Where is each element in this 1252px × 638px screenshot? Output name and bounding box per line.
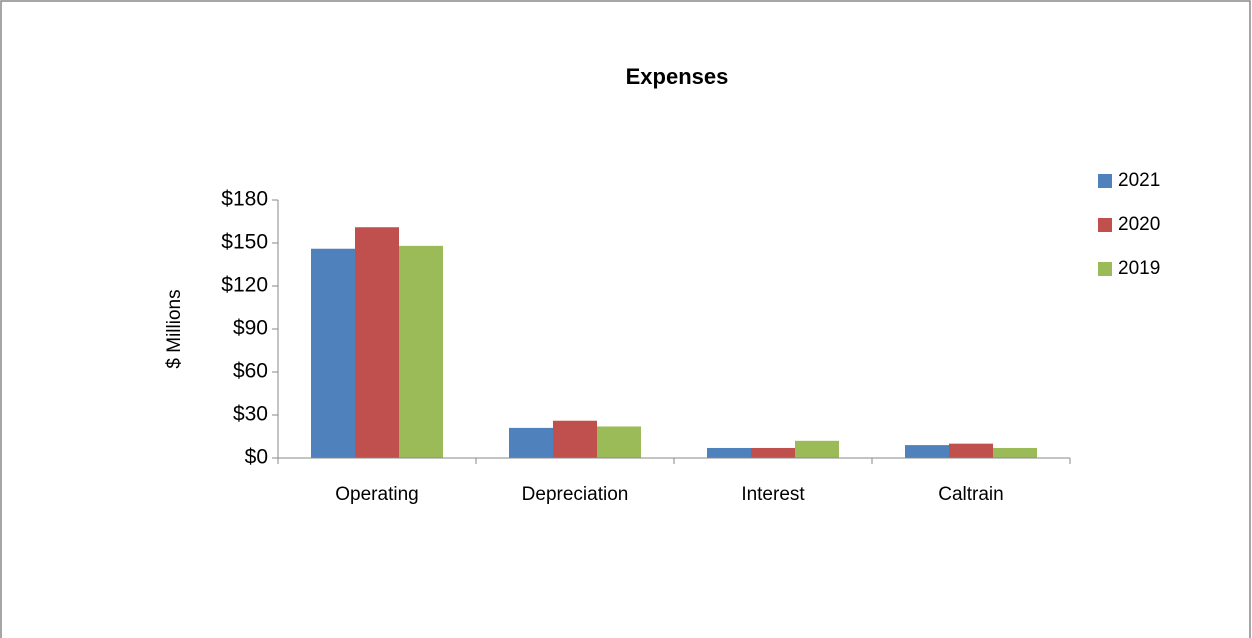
y-tick-label: $90 <box>233 317 268 340</box>
bar <box>751 447 795 458</box>
y-tick-label: $60 <box>233 360 268 383</box>
bar <box>949 443 993 458</box>
bar <box>509 427 553 458</box>
bar <box>905 445 949 458</box>
chart-title: Expenses <box>626 64 729 89</box>
bar <box>355 227 399 458</box>
legend-swatch <box>1098 174 1112 188</box>
y-tick-label: $120 <box>221 274 268 297</box>
x-tick-label: Operating <box>335 484 418 505</box>
x-tick-label: Depreciation <box>522 484 629 505</box>
y-tick-label: $150 <box>221 231 268 254</box>
y-axis-label: $ Millions <box>164 289 185 368</box>
bar <box>993 447 1037 458</box>
bar <box>553 420 597 458</box>
x-tick-label: Interest <box>741 484 805 505</box>
bar <box>597 426 641 458</box>
legend-label: 2019 <box>1118 258 1160 279</box>
bar <box>311 248 355 458</box>
legend-label: 2021 <box>1118 170 1160 191</box>
legend-swatch <box>1098 218 1112 232</box>
bar <box>795 440 839 458</box>
bar <box>399 245 443 458</box>
y-tick-label: $180 <box>221 188 268 211</box>
bar <box>707 447 751 458</box>
legend-swatch <box>1098 262 1112 276</box>
x-tick-label: Caltrain <box>938 484 1003 505</box>
y-tick-label: $0 <box>245 446 268 469</box>
y-tick-label: $30 <box>233 403 268 426</box>
legend-label: 2020 <box>1118 214 1160 235</box>
